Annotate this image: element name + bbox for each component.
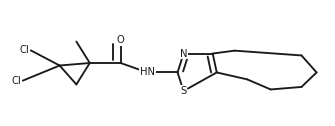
Text: N: N: [180, 49, 187, 59]
Text: HN: HN: [140, 67, 155, 77]
Text: S: S: [181, 86, 187, 96]
Text: O: O: [117, 35, 125, 45]
Text: Cl: Cl: [19, 45, 29, 55]
Text: Cl: Cl: [11, 76, 21, 86]
